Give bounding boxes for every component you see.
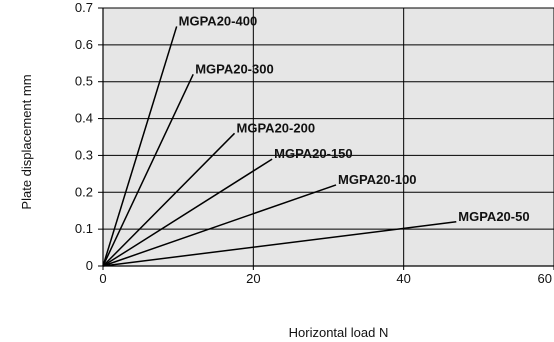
y-tick-label: 0.6 bbox=[75, 37, 93, 52]
series-label: MGPA20-150 bbox=[274, 146, 353, 161]
x-tick-label: 0 bbox=[99, 271, 106, 286]
y-tick-label: 0.5 bbox=[75, 74, 93, 89]
series-labels: MGPA20-400 MGPA20-300 MGPA20-200 MGPA20-150… bbox=[179, 13, 530, 223]
series-line bbox=[102, 132, 236, 267]
series-line bbox=[102, 221, 457, 267]
series-label: MGPA20-400 bbox=[179, 13, 258, 28]
y-tick-label: 0.7 bbox=[75, 0, 93, 15]
series-line bbox=[102, 26, 178, 267]
series-line bbox=[102, 74, 194, 267]
x-tick-label: 40 bbox=[396, 271, 410, 286]
y-tick-label: 0.3 bbox=[75, 147, 93, 162]
y-tick-label: 0 bbox=[86, 258, 93, 273]
series-lines bbox=[102, 26, 457, 267]
series-label: MGPA20-200 bbox=[237, 120, 316, 135]
y-axis-title: Plate displacement mm bbox=[19, 74, 34, 209]
series-label: MGPA20-100 bbox=[338, 172, 417, 187]
series-line bbox=[102, 184, 337, 267]
y-tick-label: 0.4 bbox=[75, 111, 93, 126]
x-axis-title: Horizontal load N bbox=[289, 325, 389, 340]
y-tick-label: 0.2 bbox=[75, 184, 93, 199]
series-line bbox=[102, 158, 273, 267]
series-label: MGPA20-50 bbox=[458, 209, 529, 224]
x-tick-label: 60 bbox=[538, 271, 552, 286]
x-tick-label: 20 bbox=[246, 271, 260, 286]
x-tick-labels: 0 20 40 60 bbox=[99, 271, 552, 286]
plot-area bbox=[103, 8, 554, 266]
y-tick-labels: 0 0.1 0.2 0.3 0.4 0.5 0.6 0.7 bbox=[75, 0, 93, 273]
grid-lines bbox=[98, 7, 554, 270]
series-label: MGPA20-300 bbox=[195, 61, 274, 76]
y-tick-label: 0.1 bbox=[75, 221, 93, 236]
